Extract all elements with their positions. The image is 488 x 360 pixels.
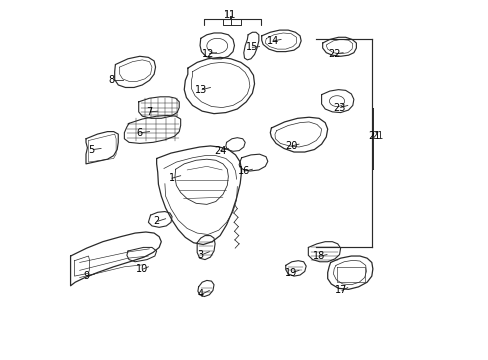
Text: 11: 11 (224, 10, 236, 20)
Text: 14: 14 (266, 36, 279, 46)
Text: 11: 11 (224, 10, 236, 20)
Text: 3: 3 (197, 249, 203, 260)
Text: 2: 2 (153, 216, 160, 226)
Text: 21: 21 (367, 131, 380, 141)
Text: 17: 17 (334, 285, 347, 296)
Text: 21: 21 (370, 131, 383, 141)
Text: 8: 8 (108, 75, 115, 85)
Text: 23: 23 (333, 103, 345, 113)
Text: 7: 7 (146, 107, 152, 117)
Text: 1: 1 (169, 173, 175, 183)
Text: 15: 15 (245, 42, 257, 52)
Text: 9: 9 (83, 271, 89, 281)
Text: 6: 6 (137, 128, 142, 138)
Text: 22: 22 (328, 49, 341, 59)
Text: 24: 24 (213, 145, 226, 156)
Text: 12: 12 (202, 49, 214, 59)
Text: 13: 13 (194, 85, 206, 95)
Text: 19: 19 (285, 267, 297, 278)
Text: 5: 5 (88, 144, 95, 154)
Text: 20: 20 (285, 141, 297, 151)
Text: 4: 4 (197, 289, 203, 299)
Text: 10: 10 (136, 264, 148, 274)
Text: 18: 18 (312, 251, 325, 261)
Text: 16: 16 (237, 166, 249, 176)
